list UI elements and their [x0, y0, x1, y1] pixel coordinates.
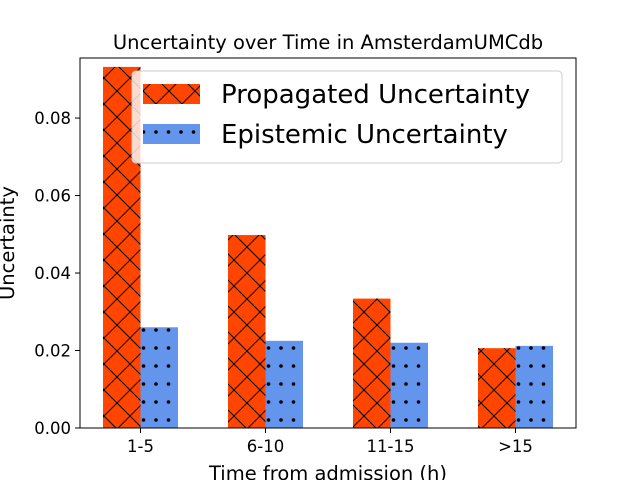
legend-label-0: Propagated Uncertainty — [221, 80, 530, 110]
y-tick-label: 0.00 — [34, 419, 71, 438]
plot-frame — [79, 57, 577, 429]
y-tick-label: 0.04 — [34, 264, 71, 283]
y-tick-label: 0.06 — [34, 187, 71, 206]
chart-title: Uncertainty over Time in AmsterdamUMCdb — [113, 31, 543, 54]
legend-swatch-hatch-0 — [143, 84, 200, 104]
bar-hatch-0-1 — [228, 235, 266, 428]
y-axis: 0.00 0.02 0.04 0.06 0.08 — [34, 109, 80, 438]
x-tick-label: >15 — [498, 437, 533, 456]
bar-hatch-1-2 — [390, 342, 428, 428]
legend-box — [131, 70, 563, 164]
x-axis: 1-5 6-10 11-15 >15 — [127, 428, 533, 456]
legend-swatch-hatch-1 — [143, 124, 200, 144]
bar-hatch-0-3 — [478, 348, 516, 428]
y-tick-label: 0.02 — [34, 342, 71, 361]
bar-hatch-1-3 — [515, 345, 553, 428]
bar-hatch-1-0 — [140, 327, 178, 428]
bar-hatch-1-1 — [265, 340, 303, 428]
x-tick-label: 1-5 — [127, 437, 154, 456]
legend-label-1: Epistemic Uncertainty — [221, 120, 508, 150]
y-axis-label: Uncertainty — [0, 186, 19, 300]
x-tick-label: 6-10 — [247, 437, 284, 456]
x-tick-label: 11-15 — [367, 437, 415, 456]
bar-hatch-0-2 — [353, 298, 391, 428]
x-axis-label: Time from admission (h) — [208, 462, 447, 480]
y-tick-label: 0.08 — [34, 109, 71, 128]
legend: Propagated Uncertainty Epistemic Uncertai… — [131, 70, 563, 164]
